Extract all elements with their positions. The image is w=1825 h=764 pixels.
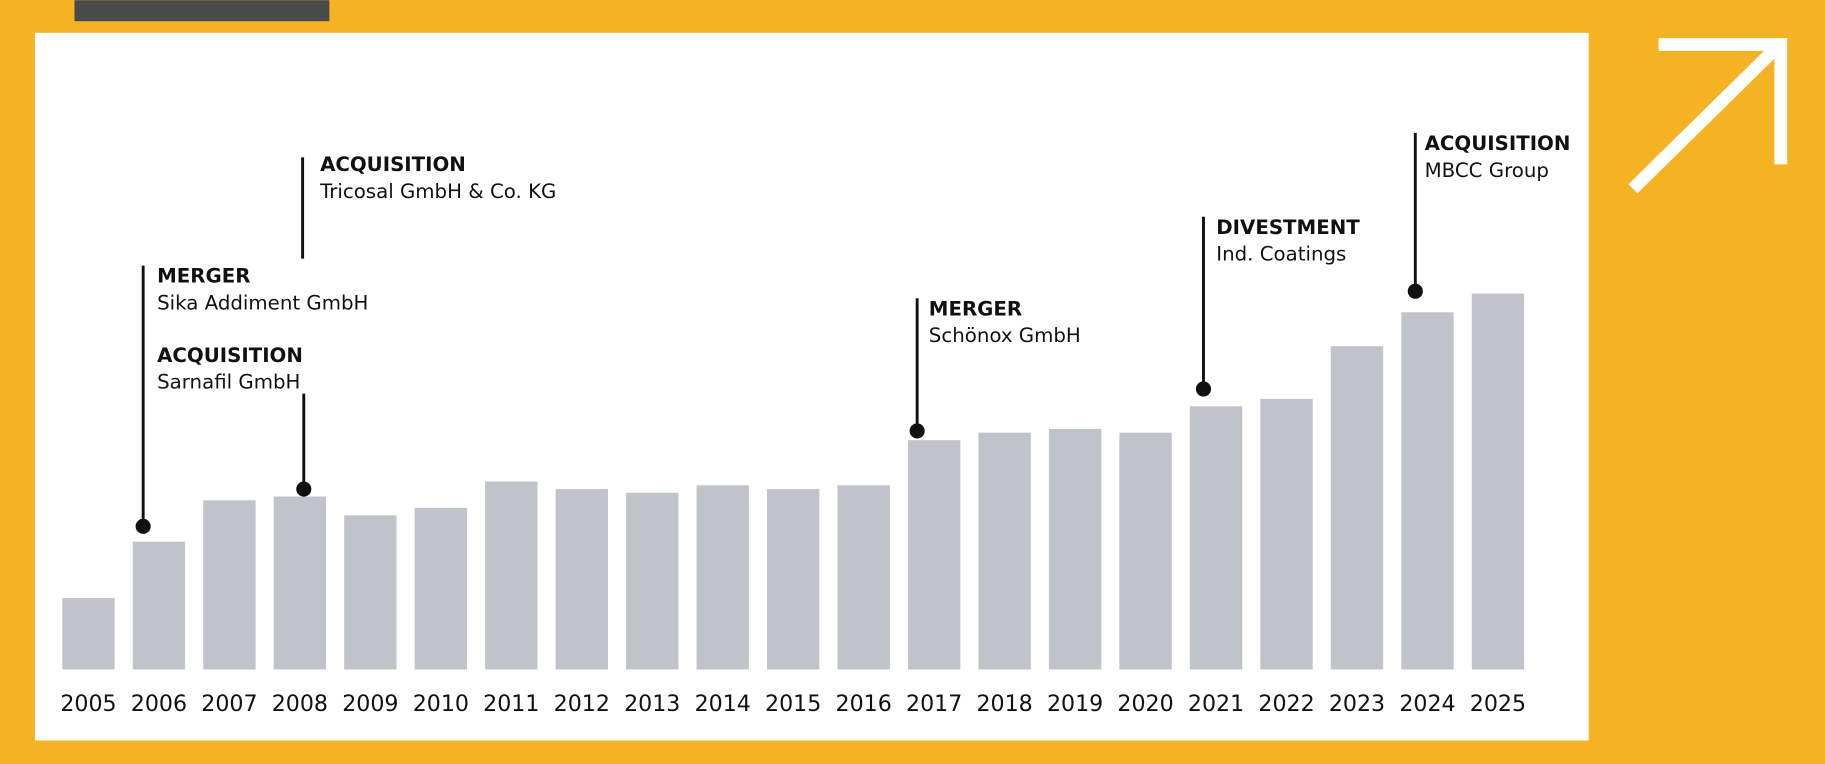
annotation-kind: ACQUISITION — [1425, 132, 1571, 155]
x-tick-label: 2018 — [976, 691, 1032, 717]
bar — [907, 440, 961, 670]
annotation-dot — [1195, 381, 1212, 397]
annotation-kind: MERGER — [929, 297, 1022, 320]
annotation-text: Sarnafil GmbH — [157, 371, 300, 394]
bar — [1260, 398, 1313, 670]
x-tick-label: 2015 — [765, 691, 821, 717]
x-tick-label: 2014 — [695, 691, 751, 717]
x-tick-label: 2021 — [1188, 691, 1244, 717]
x-tick-label: 2007 — [201, 691, 257, 717]
x-tick-label: 2005 — [60, 691, 116, 717]
x-tick-label: 2011 — [483, 691, 539, 717]
bar — [978, 432, 1031, 670]
annotation-text: Sika Addiment GmbH — [157, 292, 368, 315]
annotation-text: Ind. Coatings — [1216, 243, 1346, 266]
annotation-kind: DIVESTMENT — [1216, 216, 1360, 239]
annotation-dot — [296, 481, 312, 497]
bar — [344, 515, 397, 670]
annotation-text: MBCC Group — [1425, 159, 1549, 182]
bar — [1330, 346, 1384, 670]
bar — [696, 485, 749, 670]
annotation-kind: ACQUISITION — [157, 344, 303, 367]
x-tick-label: 2010 — [413, 691, 469, 717]
bar — [1401, 312, 1454, 670]
annotation-dot — [135, 518, 151, 534]
bar — [1119, 432, 1172, 670]
tab — [74, 0, 330, 22]
annotation-text: Tricosal GmbH & Co. KG — [319, 180, 556, 203]
bar — [414, 507, 468, 670]
x-tick-label: 2016 — [836, 691, 892, 717]
annotation-dot — [1407, 283, 1423, 299]
bar — [1189, 406, 1243, 670]
bar — [132, 541, 186, 670]
bar — [555, 489, 608, 670]
x-tick-label: 2019 — [1047, 691, 1103, 717]
bar — [837, 485, 890, 670]
x-tick-label: 2009 — [342, 691, 398, 717]
x-tick-label: 2012 — [554, 691, 610, 717]
x-tick-label: 2022 — [1258, 691, 1314, 717]
annotation-dot — [909, 423, 925, 439]
x-tick-label: 2006 — [131, 691, 187, 717]
bar — [485, 481, 538, 670]
x-tick-label: 2023 — [1329, 691, 1385, 717]
bar — [203, 500, 256, 670]
bar — [1471, 293, 1525, 670]
arrow-icon — [1628, 38, 1788, 194]
annotation-text: Schönox GmbH — [929, 324, 1081, 347]
x-tick-label: 2025 — [1470, 691, 1526, 717]
bar — [273, 496, 327, 670]
annotation-kind: ACQUISITION — [320, 153, 466, 176]
x-tick-label: 2017 — [906, 691, 962, 717]
x-tick-label: 2020 — [1117, 691, 1173, 717]
bar — [626, 492, 679, 670]
bar — [767, 489, 820, 670]
bar — [1048, 428, 1102, 670]
annotation-kind: MERGER — [157, 265, 250, 288]
bar — [62, 598, 115, 670]
x-tick-label: 2013 — [624, 691, 680, 717]
x-tick-label: 2024 — [1399, 691, 1455, 717]
x-tick-label: 2008 — [272, 691, 328, 717]
